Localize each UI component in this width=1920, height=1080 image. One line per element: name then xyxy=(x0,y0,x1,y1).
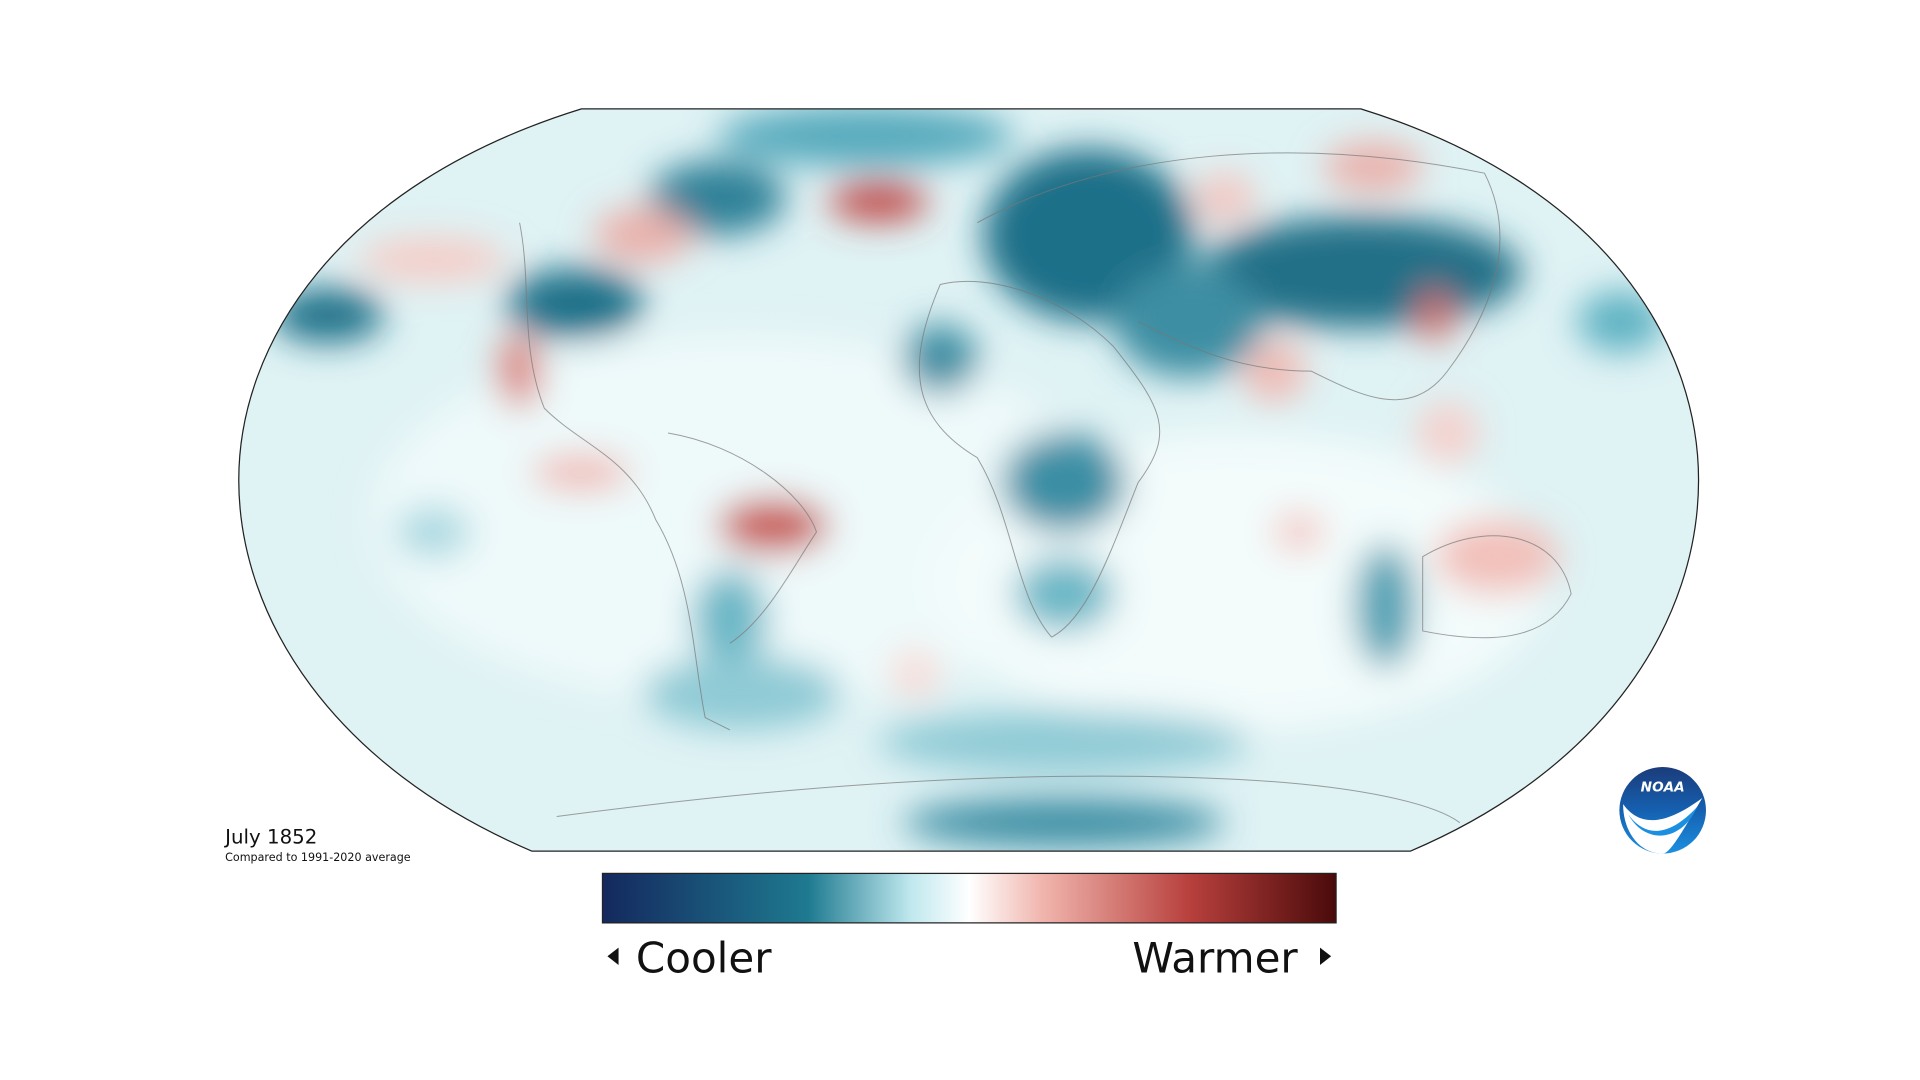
noaa-logo: NOAA xyxy=(1619,767,1706,854)
map-border xyxy=(238,108,1700,852)
logo-text: NOAA xyxy=(1641,780,1685,796)
anomaly-map xyxy=(238,108,1699,852)
legend-low-label: Cooler xyxy=(636,933,772,982)
anomaly-field xyxy=(272,108,1664,848)
legend-high-label: Warmer xyxy=(1132,933,1298,982)
warmer-arrow xyxy=(1320,947,1332,965)
map-title: July 1852 xyxy=(223,826,317,849)
cooler-arrow xyxy=(607,947,619,965)
map-subtitle: Compared to 1991-2020 average xyxy=(225,851,411,864)
color-bar xyxy=(601,872,1337,924)
coastlines xyxy=(519,152,1572,824)
